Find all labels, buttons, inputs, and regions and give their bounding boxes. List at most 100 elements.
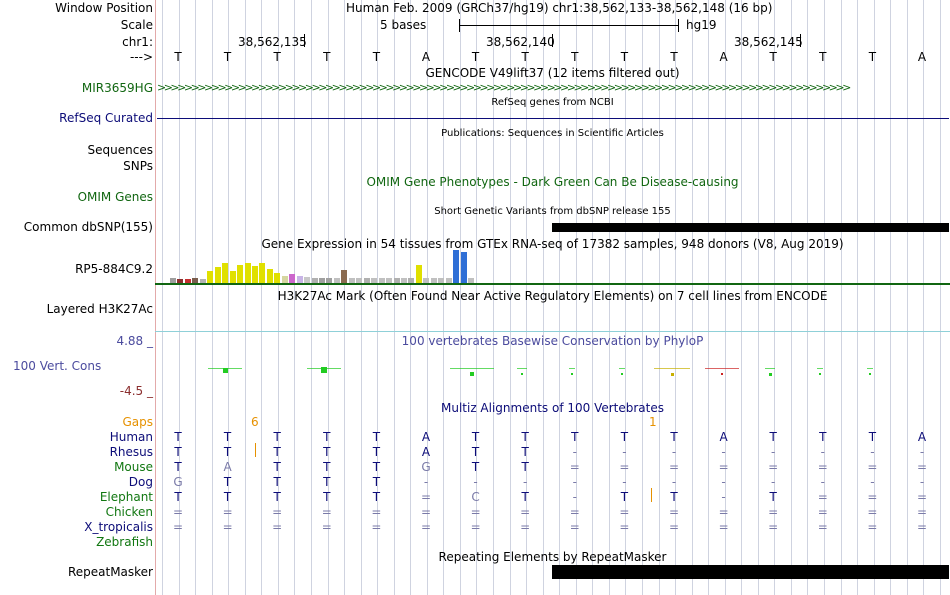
gtex-tissue-bar[interactable] [177, 279, 184, 283]
phylop-score-mark[interactable] [621, 373, 623, 375]
h3k27ac-track-label[interactable]: Layered H3K27Ac [46, 302, 153, 316]
alignment-species-label[interactable]: Chicken [105, 505, 153, 519]
gtex-tissue-bar[interactable] [214, 267, 221, 283]
alignment-species-label[interactable]: Human [109, 430, 153, 444]
alignment-base: = [420, 505, 432, 519]
gtex-tissue-bar[interactable] [192, 278, 199, 283]
phylop-whisker [867, 368, 873, 369]
phylop-score-mark[interactable] [819, 373, 821, 375]
gtex-tissue-bar[interactable] [430, 278, 437, 283]
refseq-gene-line[interactable] [157, 118, 949, 119]
phylop-track-title-row: 100 vertebrates Basewise Conservation by… [155, 335, 950, 347]
gtex-tissue-bar[interactable] [341, 270, 348, 283]
gtex-tissue-bar[interactable] [281, 276, 288, 283]
gtex-tissue-bar[interactable] [222, 263, 229, 283]
gtex-tissue-bar[interactable] [363, 278, 370, 283]
gaps-label[interactable]: Gaps [122, 415, 153, 429]
gtex-tissue-bar[interactable] [438, 278, 445, 283]
gtex-tissue-bar[interactable] [326, 278, 333, 283]
grid-line [327, 0, 329, 595]
grid-line [509, 0, 511, 595]
alignment-species-label[interactable]: Rhesus [109, 445, 153, 459]
gtex-tissue-bar[interactable] [356, 278, 363, 283]
dbsnp-variant-bar[interactable] [552, 223, 949, 232]
alignment-base: = [867, 460, 878, 474]
gtex-tissue-bar[interactable] [207, 271, 214, 283]
gtex-tissue-bar[interactable] [445, 278, 452, 283]
grid-line [277, 0, 279, 595]
alignment-species-label[interactable]: Zebrafish [96, 535, 153, 549]
alignment-species-label[interactable]: Mouse [114, 460, 153, 474]
phylop-score-mark[interactable] [321, 367, 327, 373]
alignment-base: T [868, 430, 877, 444]
grid-line [244, 0, 246, 595]
phylop-score-mark[interactable] [768, 372, 772, 376]
gtex-tissue-bar[interactable] [378, 278, 385, 283]
gtex-track-label[interactable]: RP5-884C9.2 [75, 262, 153, 276]
gtex-tissue-bar[interactable] [244, 263, 251, 283]
gencode-transcript-arrows[interactable]: >>>>>>>>>>>>>>>>>>>>>>>>>>>>>>>>>>>>>>>>… [157, 82, 851, 93]
gtex-tissue-bar[interactable] [468, 278, 474, 283]
gtex-tissue-bar[interactable] [386, 278, 393, 283]
gtex-tissue-bar[interactable] [408, 278, 415, 283]
gtex-tissue-bar[interactable] [460, 252, 467, 283]
phylop-score-mark[interactable] [571, 373, 573, 375]
gtex-tissue-bar[interactable] [311, 278, 318, 283]
gtex-tissue-bar[interactable] [319, 278, 325, 283]
gtex-tissue-bar[interactable] [423, 278, 430, 283]
gtex-tissue-bar[interactable] [170, 278, 176, 283]
phylop-whisker [569, 368, 575, 369]
gtex-tissue-bar[interactable] [371, 278, 378, 283]
phylop-score-mark[interactable] [222, 367, 228, 373]
grid-line [526, 0, 528, 595]
refseq-track-label[interactable]: RefSeq Curated [59, 111, 153, 125]
omim-track-label[interactable]: OMIM Genes [77, 190, 153, 204]
repeatmasker-track-label[interactable]: RepeatMasker [67, 565, 153, 579]
alignment-base: - [919, 475, 925, 489]
dbsnp-track-label[interactable]: Common dbSNP(155) [23, 220, 153, 234]
grid-line [757, 0, 759, 595]
chrom-label: chr1: [122, 35, 153, 49]
gtex-tissue-bar[interactable] [415, 265, 422, 283]
gtex-tissue-bar[interactable] [453, 250, 460, 283]
alignment-species-label[interactable]: Elephant [99, 490, 153, 504]
gtex-tissue-bar[interactable] [348, 278, 355, 283]
gtex-tissue-bar[interactable] [259, 263, 266, 283]
gtex-tissue-bar[interactable] [237, 265, 244, 283]
alignment-base: = [817, 460, 828, 474]
alignment-base: - [572, 445, 577, 459]
alignment-base: T [372, 445, 381, 459]
phylop-score-mark[interactable] [521, 373, 523, 375]
grid-line [741, 0, 743, 595]
gtex-tissue-bar[interactable] [229, 271, 236, 283]
position-tick-1 [304, 34, 305, 47]
gtex-tissue-bar[interactable] [289, 274, 296, 283]
gencode-track-label[interactable]: MIR3659HG [81, 81, 153, 95]
gtex-tissue-bar[interactable] [184, 279, 191, 283]
gtex-tissue-bar[interactable] [400, 278, 407, 283]
grid-line [360, 0, 362, 595]
alignment-species-label[interactable]: Dog [128, 475, 153, 489]
phylop-score-mark[interactable] [670, 372, 674, 376]
phylop-score-mark[interactable] [721, 373, 723, 375]
position-label-3: 38,562,145 [734, 35, 803, 49]
gtex-tissue-bar[interactable] [274, 273, 281, 283]
repeatmasker-element-bar[interactable] [552, 565, 949, 579]
alignment-base: T [372, 430, 381, 444]
gtex-tissue-bar[interactable] [304, 277, 311, 283]
alignment-species-label[interactable]: X_tropicalis [84, 520, 153, 534]
gtex-tissue-bar[interactable] [296, 276, 303, 283]
gtex-tissue-bar[interactable] [199, 279, 206, 283]
snps-label[interactable]: SNPs [123, 159, 153, 173]
gtex-tissue-bar[interactable] [266, 269, 273, 283]
gtex-tissue-bar[interactable] [393, 278, 400, 283]
gtex-tissue-bar[interactable] [251, 266, 258, 283]
phylop-score-mark[interactable] [470, 372, 474, 376]
phylop-score-mark[interactable] [869, 373, 871, 375]
publications-sequences-label[interactable]: Sequences [87, 143, 153, 157]
alignment-base: = [817, 505, 828, 519]
grid-line [228, 0, 230, 595]
phylop-track-label[interactable]: 100 Vert. Cons [13, 359, 102, 373]
gtex-tissue-bar[interactable] [333, 278, 340, 283]
